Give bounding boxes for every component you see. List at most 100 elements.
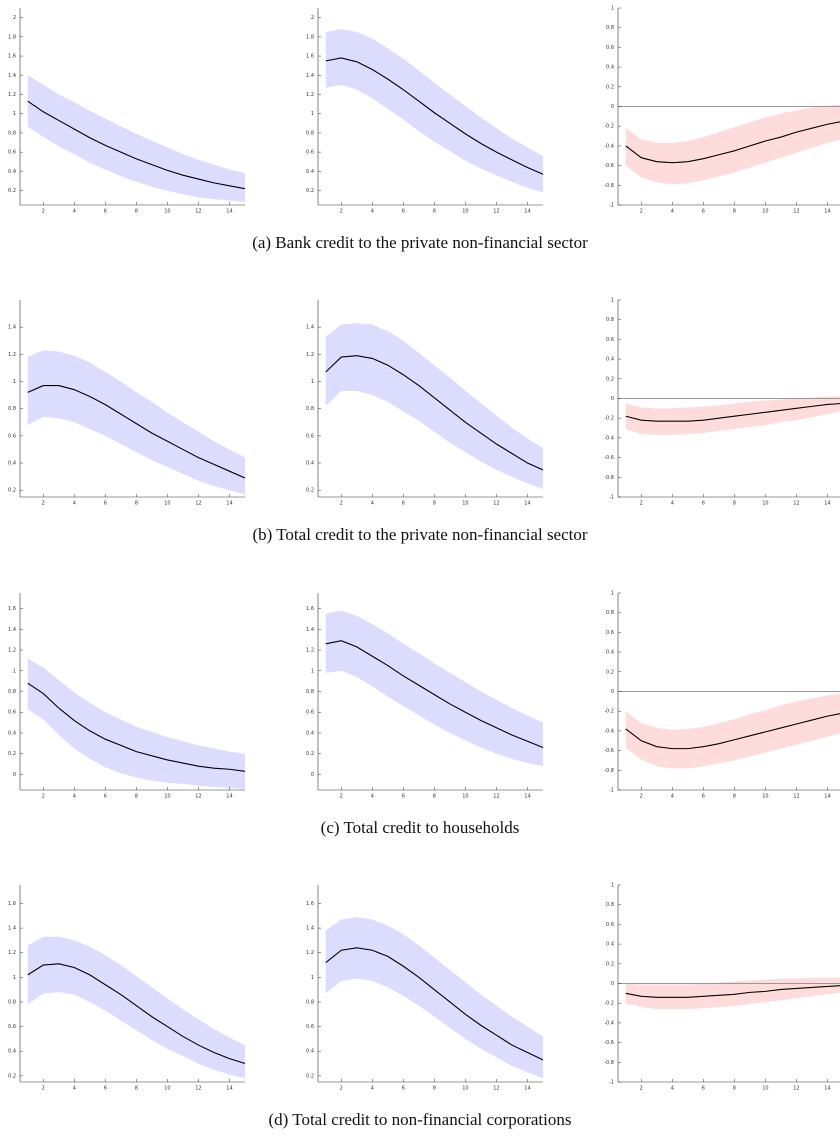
x-tick-label: 2 — [340, 1086, 343, 1092]
y-tick-label: 0.6 — [306, 433, 314, 439]
y-tick-label: -0.8 — [604, 475, 614, 481]
caption: (b) Total credit to the private non-fina… — [252, 525, 587, 544]
response-line — [625, 985, 840, 998]
y-tick-label: 1.2 — [306, 352, 314, 358]
response-line — [27, 385, 246, 479]
x-tick-label: 8 — [135, 209, 138, 215]
x-tick-label: 12 — [793, 794, 799, 800]
y-tick-label: 0 — [13, 772, 16, 778]
y-tick-label: -0.6 — [604, 163, 614, 169]
y-tick-label: 0.6 — [606, 922, 614, 928]
y-tick-label: 1 — [13, 975, 16, 981]
y-tick-label: 1.6 — [8, 54, 16, 60]
response-line — [625, 121, 840, 164]
panel: 0.2 0.4 0.6 0.8 1 1.2 1.4 2 4 6 8 10 12 14 — [306, 300, 544, 507]
response-line — [325, 640, 544, 749]
y-tick-label: 1.2 — [8, 648, 16, 654]
y-tick-label: 1.4 — [306, 627, 314, 633]
x-tick-label: 10 — [462, 209, 468, 215]
x-tick-label: 12 — [493, 1086, 499, 1092]
confidence-band — [325, 323, 543, 489]
y-tick-label: 0.6 — [8, 150, 16, 156]
panel: 0 0.2 0.4 0.6 0.8 1 1.2 1.4 1.6 2 4 6 8 10 12 14 — [306, 593, 544, 800]
x-tick-label: 14 — [226, 209, 232, 215]
y-tick-label: 1.6 — [306, 606, 314, 612]
y-tick-label: 0.4 — [8, 730, 16, 736]
y-tick-label: 0.4 — [306, 461, 314, 467]
response-line — [325, 947, 544, 1061]
x-tick-label: 6 — [402, 1086, 405, 1092]
y-tick-label: 0 — [611, 104, 614, 110]
x-tick-label: 14 — [824, 209, 830, 215]
x-tick-label: 6 — [104, 1086, 107, 1092]
y-tick-label: 1.4 — [306, 926, 314, 932]
panel: -1-0.8-0.6-0.4-0.200.20.40.60.812 4 6 8 10 12… — [604, 298, 840, 507]
y-tick-label: 1 — [311, 379, 314, 385]
y-tick-label: 0.4 — [8, 169, 16, 175]
x-tick-label: 14 — [524, 209, 530, 215]
x-tick-label: 8 — [135, 501, 138, 507]
x-tick-label: 6 — [702, 1086, 705, 1092]
y-tick-label: 1.2 — [306, 950, 314, 956]
x-tick-label: 4 — [671, 794, 674, 800]
x-tick-label: 6 — [402, 209, 405, 215]
y-tick-label: 1.4 — [8, 325, 16, 331]
y-tick-label: 1.8 — [306, 34, 314, 40]
y-tick-label: -0.2 — [604, 124, 614, 130]
response-line — [325, 355, 544, 471]
y-tick-label: -0.4 — [604, 143, 614, 149]
confidence-band — [27, 350, 245, 495]
y-tick-label: 1.4 — [306, 325, 314, 331]
x-tick-label: 12 — [195, 794, 201, 800]
x-tick-label: 2 — [640, 1086, 643, 1092]
x-tick-label: 10 — [762, 209, 768, 215]
y-tick-label: 2 — [311, 15, 314, 21]
x-tick-label: 14 — [824, 794, 830, 800]
y-tick-label: 0.4 — [8, 461, 16, 467]
panel: 0.2 0.4 0.6 0.8 1 1.2 1.4 2 4 6 8 10 12 14 — [8, 300, 246, 507]
x-tick-label: 6 — [104, 794, 107, 800]
x-tick-label: 8 — [433, 209, 436, 215]
x-tick-label: 6 — [702, 209, 705, 215]
x-tick-label: 2 — [640, 794, 643, 800]
x-tick-label: 10 — [462, 1086, 468, 1092]
x-tick-label: 12 — [793, 1086, 799, 1092]
y-tick-label: 0.8 — [8, 689, 16, 695]
y-tick-label: 0.4 — [606, 357, 614, 363]
x-tick-label: 12 — [493, 209, 499, 215]
y-tick-label: -0.6 — [604, 1040, 614, 1046]
x-tick-label: 4 — [671, 501, 674, 507]
y-tick-label: -1 — [609, 203, 614, 209]
y-tick-label: 0.8 — [306, 999, 314, 1005]
x-tick-label: 2 — [42, 501, 45, 507]
x-tick-label: 14 — [824, 501, 830, 507]
x-tick-label: 2 — [340, 794, 343, 800]
x-tick-label: 14 — [824, 1086, 830, 1092]
y-tick-label: 1.6 — [8, 901, 16, 907]
x-tick-label: 8 — [733, 1086, 736, 1092]
response-line — [27, 682, 246, 772]
caption: (d) Total credit to non-financial corpor… — [269, 1110, 572, 1129]
y-tick-label: 0.8 — [8, 130, 16, 136]
y-tick-label: -1 — [609, 495, 614, 501]
y-tick-label: 1 — [611, 6, 614, 12]
x-tick-label: 10 — [762, 1086, 768, 1092]
y-tick-label: 1 — [611, 883, 614, 889]
x-tick-label: 8 — [135, 794, 138, 800]
caption: (c) Total credit to households — [321, 818, 520, 837]
y-tick-label: -0.6 — [604, 748, 614, 754]
y-tick-label: 1.2 — [306, 92, 314, 98]
x-tick-label: 6 — [104, 209, 107, 215]
y-tick-label: 1 — [13, 668, 16, 674]
y-tick-label: 0.2 — [606, 84, 614, 90]
y-tick-label: 1.4 — [306, 73, 314, 79]
x-tick-label: 12 — [493, 794, 499, 800]
x-tick-label: 8 — [135, 1086, 138, 1092]
y-tick-label: 1 — [311, 668, 314, 674]
y-tick-label: -0.2 — [604, 709, 614, 715]
y-tick-label: 0.4 — [306, 1049, 314, 1055]
y-tick-label: -1 — [609, 1080, 614, 1086]
x-tick-label: 14 — [226, 1086, 232, 1092]
x-tick-label: 12 — [493, 501, 499, 507]
